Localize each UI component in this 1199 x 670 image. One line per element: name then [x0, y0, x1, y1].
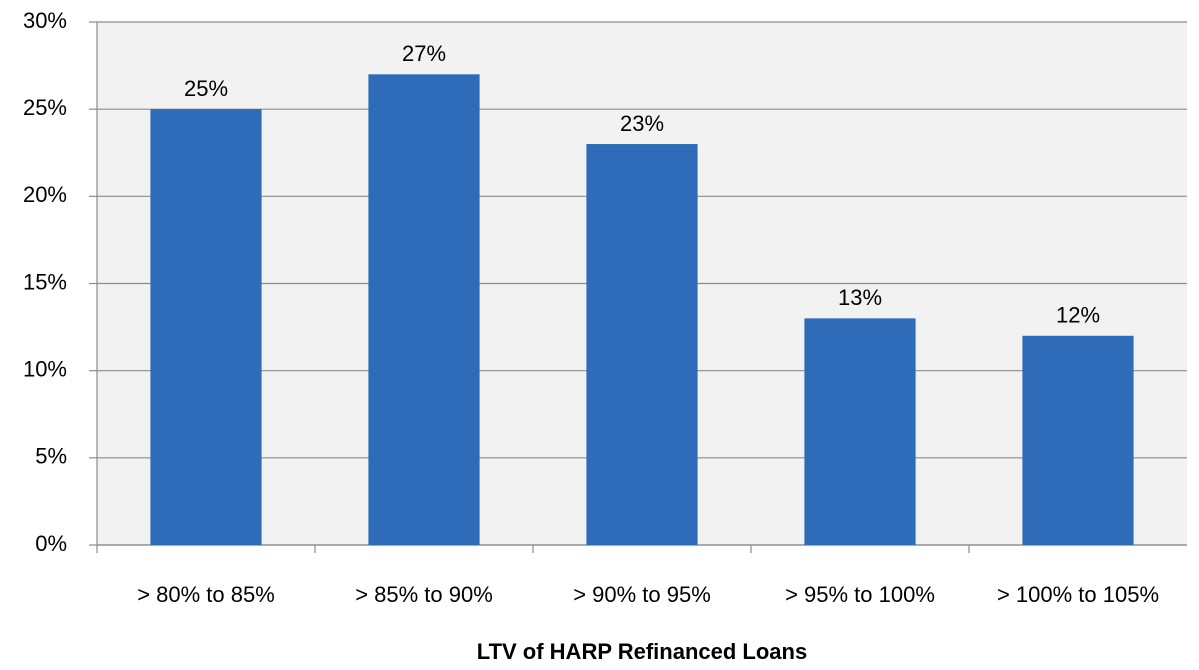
- y-tick-label: 10%: [23, 356, 67, 381]
- bar: [150, 109, 262, 546]
- y-tick-label: 0%: [35, 531, 67, 556]
- y-tick-label: 5%: [35, 444, 67, 469]
- bar: [368, 74, 480, 546]
- y-tick-label: 20%: [23, 182, 67, 207]
- x-tick-label: > 100% to 105%: [997, 582, 1159, 607]
- data-label: 12%: [1056, 303, 1100, 328]
- x-tick-label: > 95% to 100%: [785, 582, 935, 607]
- bar: [1022, 335, 1134, 545]
- x-axis-label: LTV of HARP Refinanced Loans: [477, 639, 807, 664]
- data-label: 23%: [620, 111, 664, 136]
- bar: [804, 318, 916, 545]
- x-tick-label: > 90% to 95%: [573, 582, 711, 607]
- y-tick-label: 15%: [23, 269, 67, 294]
- bar: [586, 144, 698, 546]
- y-tick-label: 25%: [23, 95, 67, 120]
- x-tick-label: > 85% to 90%: [355, 582, 493, 607]
- y-tick-label: 30%: [23, 8, 67, 33]
- x-tick-label: > 80% to 85%: [137, 582, 275, 607]
- data-label: 13%: [838, 285, 882, 310]
- data-label: 27%: [402, 41, 446, 66]
- data-label: 25%: [184, 76, 228, 101]
